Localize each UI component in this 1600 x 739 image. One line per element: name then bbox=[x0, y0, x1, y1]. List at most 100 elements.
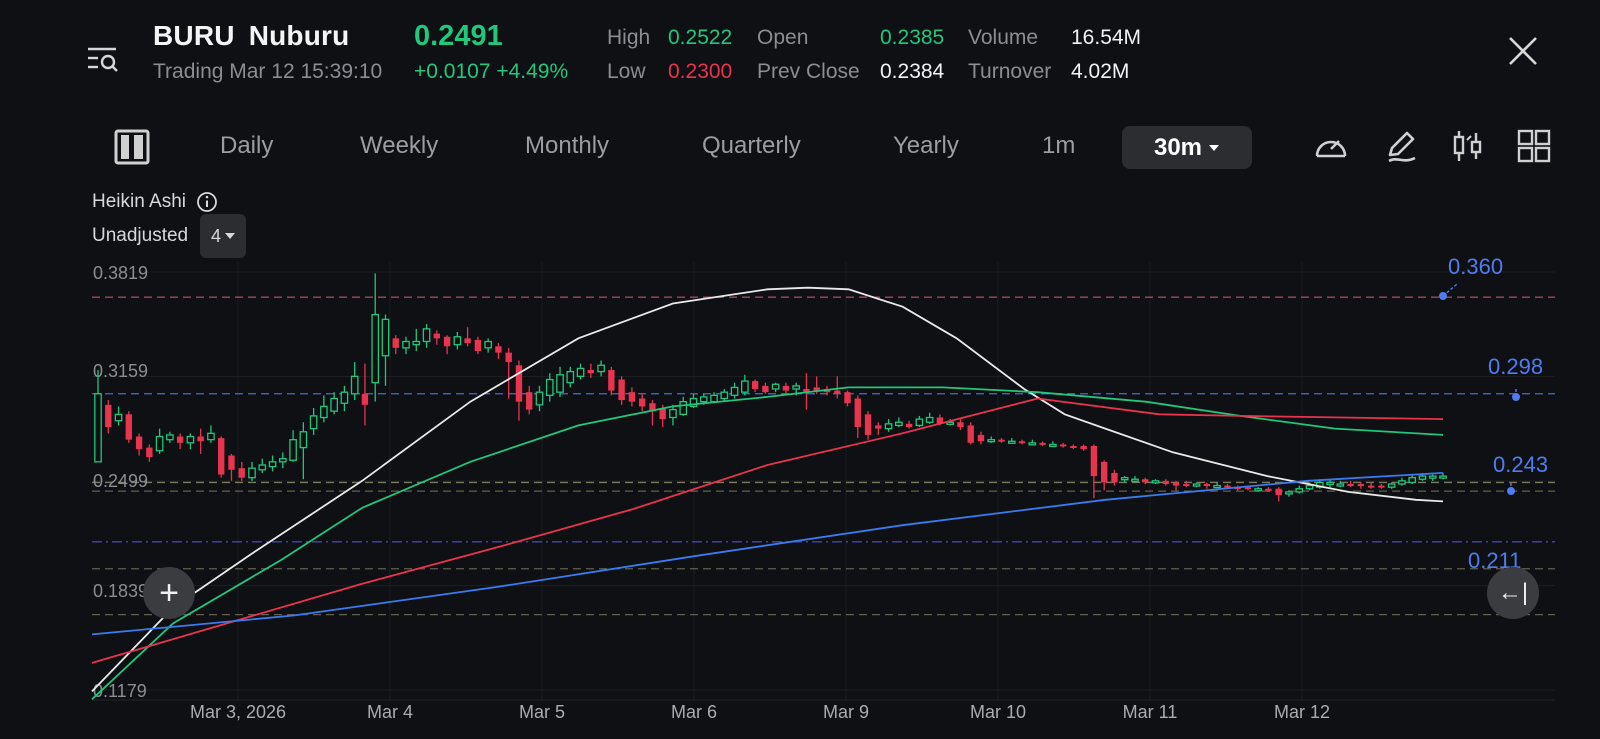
candle bbox=[587, 363, 595, 378]
candle bbox=[628, 387, 636, 407]
candle bbox=[495, 343, 502, 359]
candle-body bbox=[1172, 482, 1180, 486]
candle-body bbox=[587, 370, 595, 374]
tab-monthly[interactable]: Monthly bbox=[525, 132, 610, 159]
candle bbox=[1111, 469, 1118, 486]
candle-body bbox=[258, 464, 267, 471]
candle bbox=[576, 363, 585, 380]
candle-body bbox=[782, 385, 790, 391]
info-icon[interactable] bbox=[196, 191, 218, 213]
candle-body bbox=[218, 438, 225, 475]
candle-body bbox=[1428, 475, 1437, 479]
candle-body bbox=[1408, 477, 1417, 484]
candle bbox=[381, 314, 390, 386]
candle bbox=[854, 395, 861, 439]
candle bbox=[135, 433, 143, 456]
tab-quarterly[interactable]: Quarterly bbox=[702, 132, 801, 159]
candle-body bbox=[1059, 444, 1067, 447]
tab-30m-dropdown[interactable]: 30m bbox=[1122, 126, 1252, 169]
candle-body bbox=[669, 408, 677, 419]
candle-body bbox=[730, 386, 739, 396]
draw-pen-icon[interactable] bbox=[1383, 128, 1419, 164]
candle bbox=[895, 417, 903, 428]
candle-body bbox=[936, 417, 944, 424]
candle-body bbox=[1151, 480, 1160, 484]
candle bbox=[1347, 480, 1354, 488]
candle-body bbox=[340, 391, 349, 404]
candle bbox=[545, 373, 554, 402]
candle-body bbox=[402, 340, 410, 349]
candle-body bbox=[1336, 483, 1345, 487]
candle-body bbox=[289, 439, 297, 461]
candle-body bbox=[1049, 443, 1057, 448]
candle bbox=[320, 395, 328, 423]
candle-body bbox=[114, 413, 123, 422]
candle-body bbox=[1183, 484, 1190, 487]
candle-body bbox=[1418, 475, 1427, 480]
indicator-icon[interactable] bbox=[1450, 128, 1486, 164]
candle-body bbox=[1090, 446, 1098, 477]
candle-body bbox=[320, 405, 328, 419]
candle-body bbox=[905, 423, 913, 428]
candle bbox=[1039, 441, 1046, 447]
candle bbox=[638, 393, 646, 412]
candle bbox=[566, 366, 575, 388]
adjustment-dropdown[interactable]: 4 bbox=[200, 214, 246, 258]
candle bbox=[782, 382, 790, 394]
tab-1m[interactable]: 1m bbox=[1042, 132, 1076, 159]
tab-daily[interactable]: Daily bbox=[220, 132, 274, 159]
candle-body bbox=[381, 318, 390, 357]
candle-body bbox=[105, 404, 112, 428]
candle-body bbox=[1018, 441, 1026, 444]
add-button[interactable]: + bbox=[143, 567, 195, 619]
candle bbox=[1295, 485, 1304, 494]
candle-body bbox=[125, 414, 132, 440]
candle bbox=[238, 461, 245, 481]
candle-body bbox=[1275, 488, 1282, 496]
candle bbox=[1018, 439, 1026, 445]
caret-down-icon bbox=[1209, 144, 1220, 151]
candle bbox=[94, 370, 102, 463]
candle-body bbox=[299, 431, 308, 449]
candle bbox=[1357, 482, 1365, 489]
candle-body bbox=[1070, 446, 1077, 449]
candle bbox=[278, 452, 287, 469]
candle bbox=[1120, 476, 1129, 483]
candle-body bbox=[771, 383, 780, 390]
candle-body bbox=[751, 381, 759, 390]
candle-body bbox=[1101, 461, 1108, 483]
candle bbox=[464, 327, 471, 347]
candle-body bbox=[679, 401, 688, 415]
candle-body bbox=[545, 378, 554, 396]
candle bbox=[730, 382, 739, 399]
moving-average-line bbox=[91, 286, 1444, 693]
tab-weekly[interactable]: Weekly bbox=[360, 132, 439, 159]
stat-high-label: High bbox=[607, 26, 651, 49]
menu-search-icon[interactable] bbox=[86, 44, 120, 74]
collapse-button[interactable]: ←| bbox=[1487, 567, 1539, 619]
candle bbox=[720, 389, 729, 402]
candle-body bbox=[176, 436, 184, 443]
grid-layout-icon[interactable] bbox=[1516, 128, 1552, 164]
candle bbox=[422, 324, 431, 348]
close-icon[interactable] bbox=[1505, 33, 1541, 69]
candle bbox=[268, 455, 277, 472]
candle bbox=[515, 360, 523, 421]
split-layout-icon[interactable] bbox=[114, 129, 150, 165]
candle-body bbox=[278, 458, 287, 463]
candle bbox=[1162, 479, 1169, 486]
candle bbox=[526, 385, 533, 415]
candle bbox=[1428, 474, 1437, 481]
candle bbox=[258, 458, 267, 473]
candle bbox=[1090, 444, 1098, 499]
candle-body bbox=[1120, 477, 1129, 481]
candle-body bbox=[628, 392, 636, 402]
candle bbox=[618, 376, 625, 405]
x-axis-tick: Mar 9 bbox=[823, 702, 869, 722]
symbol: BURU bbox=[153, 20, 235, 51]
tab-yearly[interactable]: Yearly bbox=[893, 132, 959, 159]
candle bbox=[669, 404, 677, 426]
candle bbox=[864, 411, 872, 440]
gauge-icon[interactable] bbox=[1313, 128, 1349, 164]
